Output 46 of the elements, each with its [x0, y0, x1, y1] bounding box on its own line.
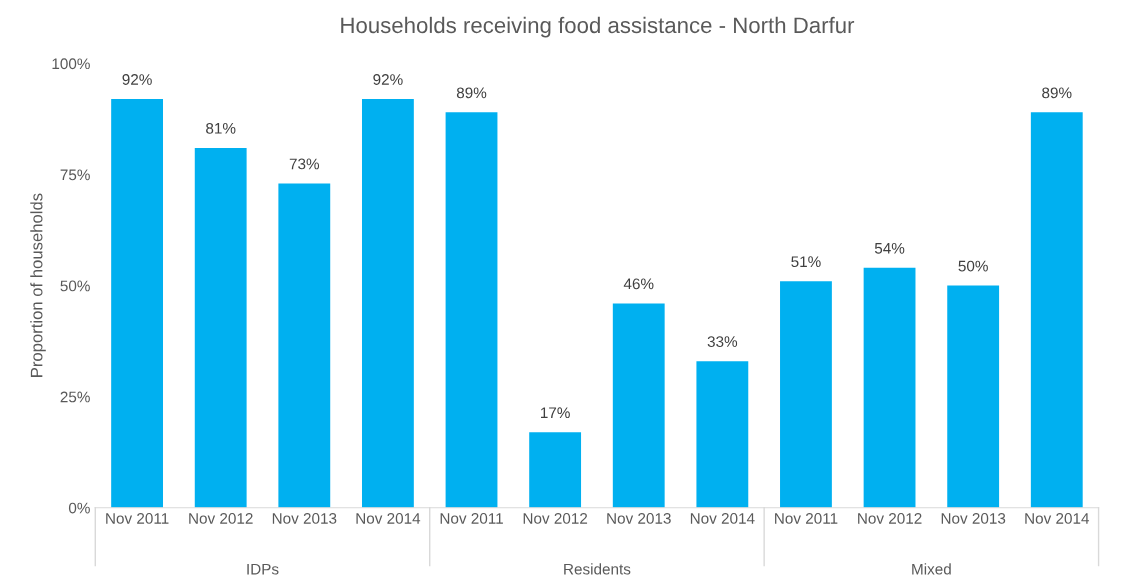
bar	[194, 147, 247, 508]
text: Residents	[564, 563, 631, 575]
data-label: 33%	[707, 336, 738, 348]
x-tick-label: Nov 2014	[1025, 513, 1090, 524]
y-tick-label: 75%	[60, 169, 90, 181]
data-label: 92%	[122, 74, 152, 85]
x-tick-label: Nov 2013	[272, 513, 337, 524]
bar	[445, 112, 498, 508]
x-tick-label: Nov 2011	[440, 513, 503, 524]
data-label: 54%	[874, 242, 905, 254]
bar	[111, 99, 164, 508]
data-label: 51%	[791, 256, 821, 268]
y-axis-title: Proportion of households	[30, 193, 46, 377]
data-label: 46%	[623, 278, 654, 290]
bar	[696, 361, 749, 508]
data-label: 73%	[289, 158, 320, 170]
bar	[947, 285, 1000, 508]
data-label: 50%	[958, 260, 988, 272]
chart-title: Households receiving food assistance - North Darfur	[341, 16, 855, 38]
x-tick-label: Nov 2011	[775, 513, 838, 524]
x-tick-label: Nov 2013	[607, 513, 671, 524]
x-tick-label: Nov 2012	[858, 513, 922, 524]
bar	[1030, 112, 1083, 508]
x-tick-label: Nov 2011	[106, 513, 169, 524]
data-label: 92%	[373, 74, 403, 85]
text: Mixed	[912, 563, 951, 575]
y-tick-label: 50%	[60, 280, 90, 292]
x-tick-label: Nov 2012	[189, 513, 253, 524]
data-label: 81%	[206, 122, 236, 134]
y-tick-label: 25%	[60, 391, 90, 403]
bar	[612, 303, 665, 508]
bar	[863, 267, 916, 508]
x-tick-label: Nov 2013	[941, 513, 1006, 524]
data-label: 89%	[456, 87, 487, 99]
y-tick-label: 100%	[52, 58, 90, 70]
data-label: 17%	[541, 407, 570, 419]
bar	[361, 99, 414, 508]
x-tick-label: Nov 2012	[523, 513, 588, 524]
bar	[780, 281, 832, 508]
bar	[529, 432, 582, 508]
x-tick-label: Nov 2014	[356, 513, 421, 524]
data-label: 89%	[1042, 87, 1072, 99]
bar	[278, 183, 331, 508]
y-tick-label: 0%	[68, 502, 90, 514]
x-tick-label: Nov 2014	[690, 513, 755, 524]
text: IDPs	[247, 563, 279, 575]
